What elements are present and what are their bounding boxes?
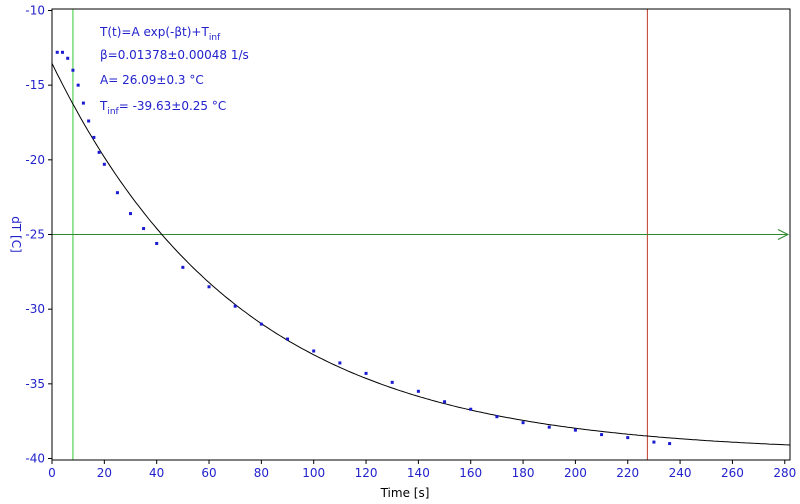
data-point — [115, 191, 119, 195]
data-point — [390, 380, 394, 384]
data-point — [469, 407, 473, 411]
data-point — [259, 322, 263, 326]
x-tick-label: 160 — [459, 466, 482, 480]
y-tick-label: -15 — [25, 78, 45, 92]
x-tick-label: 260 — [721, 466, 744, 480]
x-tick-label: 40 — [149, 466, 164, 480]
data-point — [92, 135, 96, 139]
x-tick-label: 140 — [407, 466, 430, 480]
fit-curve — [51, 63, 791, 446]
x-tick-label: 0 — [48, 466, 56, 480]
data-point — [286, 337, 290, 341]
data-point — [60, 50, 64, 54]
y-tick-label: -10 — [25, 3, 45, 17]
x-tick-label: 100 — [302, 466, 325, 480]
axes-layer: 0 20 40 60 80 100 120 140 160 180 200 220 240 260 280 -… — [9, 3, 796, 500]
data-point — [443, 400, 447, 404]
data-point — [495, 415, 499, 419]
x-tick-label: 240 — [669, 466, 692, 480]
data-point — [71, 68, 75, 72]
data-point — [233, 304, 237, 308]
data-point — [102, 162, 106, 166]
data-point — [416, 389, 420, 393]
data-point — [652, 440, 656, 444]
x-tick-label: 200 — [564, 466, 587, 480]
reference-arrow — [777, 229, 790, 240]
data-point — [55, 50, 59, 54]
data-point — [142, 227, 146, 231]
x-tick-label: 60 — [201, 466, 216, 480]
data-point — [521, 421, 525, 425]
data-point — [87, 119, 91, 123]
data-point — [97, 150, 101, 154]
y-tick-label: -20 — [25, 153, 45, 167]
annotation-tinf: Tinf= -39.63±0.25 °C — [99, 99, 226, 117]
data-point — [547, 425, 551, 429]
annotation-amplitude: A= 26.09±0.3 °C — [100, 73, 204, 87]
y-tick-label: -25 — [25, 228, 45, 242]
series-layer — [51, 50, 791, 446]
x-tick-label: 120 — [355, 466, 378, 480]
data-point — [129, 212, 133, 216]
markers-layer — [52, 9, 790, 460]
data-point — [155, 241, 159, 245]
x-tick-label: 180 — [512, 466, 535, 480]
y-tick-label: -35 — [25, 377, 45, 391]
y-axis-title: dT [C] — [9, 216, 23, 253]
annotation-block: T(t)=A exp(-βt)+Tinf β=0.01378±0.00048 1… — [99, 25, 249, 117]
annotation-formula: T(t)=A exp(-βt)+Tinf — [99, 25, 221, 43]
x-tick-label: 20 — [97, 466, 112, 480]
data-point — [338, 361, 342, 365]
x-tick-label: 220 — [616, 466, 639, 480]
data-point — [573, 428, 577, 432]
x-tick-label: 80 — [254, 466, 269, 480]
x-tick-label: 280 — [773, 466, 796, 480]
data-point — [364, 371, 368, 375]
y-tick-label: -40 — [25, 452, 45, 466]
data-point — [76, 83, 80, 87]
data-point — [600, 433, 604, 437]
y-tick-label: -30 — [25, 302, 45, 316]
data-point — [626, 436, 630, 440]
data-point — [66, 56, 70, 60]
annotation-beta: β=0.01378±0.00048 1/s — [100, 48, 249, 62]
data-point — [207, 285, 211, 289]
data-point — [312, 349, 316, 353]
x-axis-title: Time [s] — [380, 486, 430, 500]
data-point — [181, 265, 185, 269]
data-point — [668, 442, 672, 446]
data-point — [81, 101, 85, 105]
